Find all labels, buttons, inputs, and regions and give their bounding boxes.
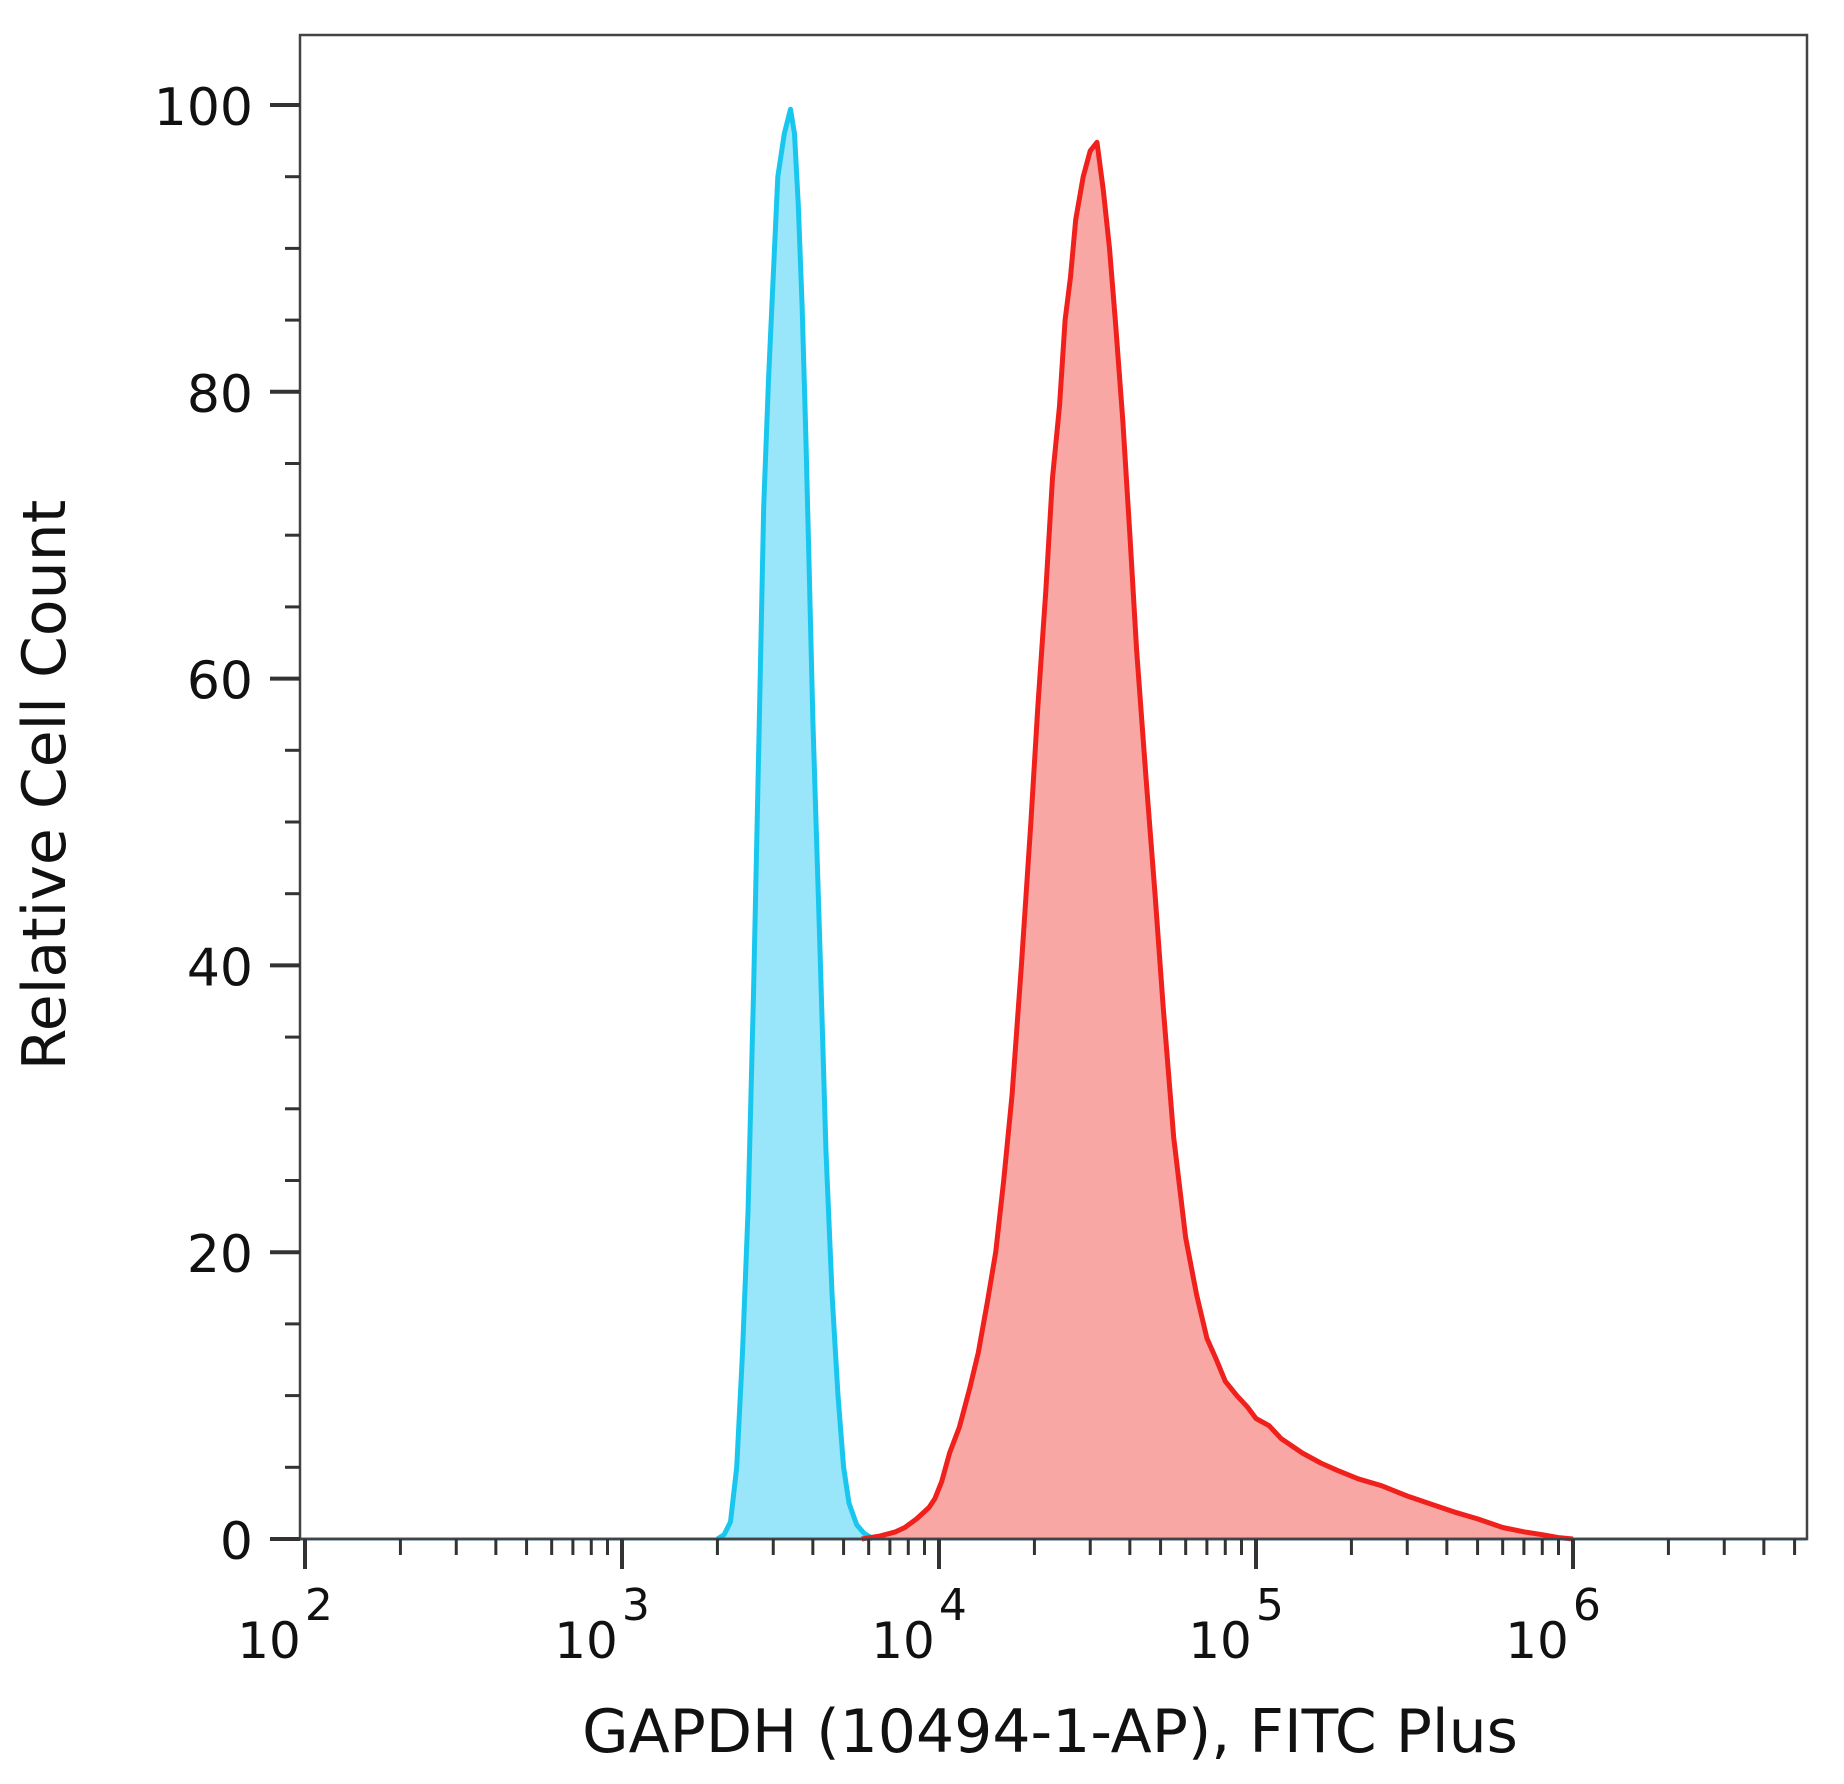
x-tick-exponent: 6 bbox=[1573, 1580, 1601, 1631]
x-tick-base: 10 bbox=[1505, 1612, 1569, 1670]
x-tick-exponent: 5 bbox=[1256, 1580, 1284, 1631]
x-tick-label: 106 bbox=[1505, 1580, 1601, 1670]
y-axis-label: Relative Cell Count bbox=[10, 500, 80, 1070]
series-1-line bbox=[716, 106, 875, 1542]
x-tick-base: 10 bbox=[237, 1612, 301, 1670]
y-tick-label: 0 bbox=[220, 1512, 253, 1572]
x-tick-label: 103 bbox=[554, 1580, 650, 1670]
x-tick-base: 10 bbox=[871, 1612, 935, 1670]
x-tick-base: 10 bbox=[1188, 1612, 1252, 1670]
x-axis-label: GAPDH (10494-1-AP), FITC Plus bbox=[582, 1697, 1518, 1767]
y-tick-label: 20 bbox=[187, 1225, 253, 1285]
x-tick-label: 105 bbox=[1188, 1580, 1284, 1670]
series-layer bbox=[716, 106, 1574, 1542]
series-2-line bbox=[861, 139, 1574, 1542]
x-tick-label: 102 bbox=[237, 1580, 333, 1670]
x-tick-exponent: 2 bbox=[305, 1580, 333, 1631]
x-tick-base: 10 bbox=[554, 1612, 618, 1670]
x-tick-exponent: 3 bbox=[622, 1580, 650, 1631]
plot-frame bbox=[298, 33, 1809, 1541]
y-tick-label: 40 bbox=[187, 938, 253, 998]
y-axis: 0 20 40 60 80 100 bbox=[154, 78, 300, 1572]
series-2-area bbox=[861, 142, 1573, 1539]
y-tick-label: 60 bbox=[187, 652, 253, 712]
y-tick-label: 80 bbox=[187, 365, 253, 425]
series-1-area bbox=[717, 109, 874, 1539]
y-tick-label: 100 bbox=[154, 78, 253, 138]
x-tick-label: 104 bbox=[871, 1580, 967, 1670]
x-tick-exponent: 4 bbox=[939, 1580, 967, 1631]
